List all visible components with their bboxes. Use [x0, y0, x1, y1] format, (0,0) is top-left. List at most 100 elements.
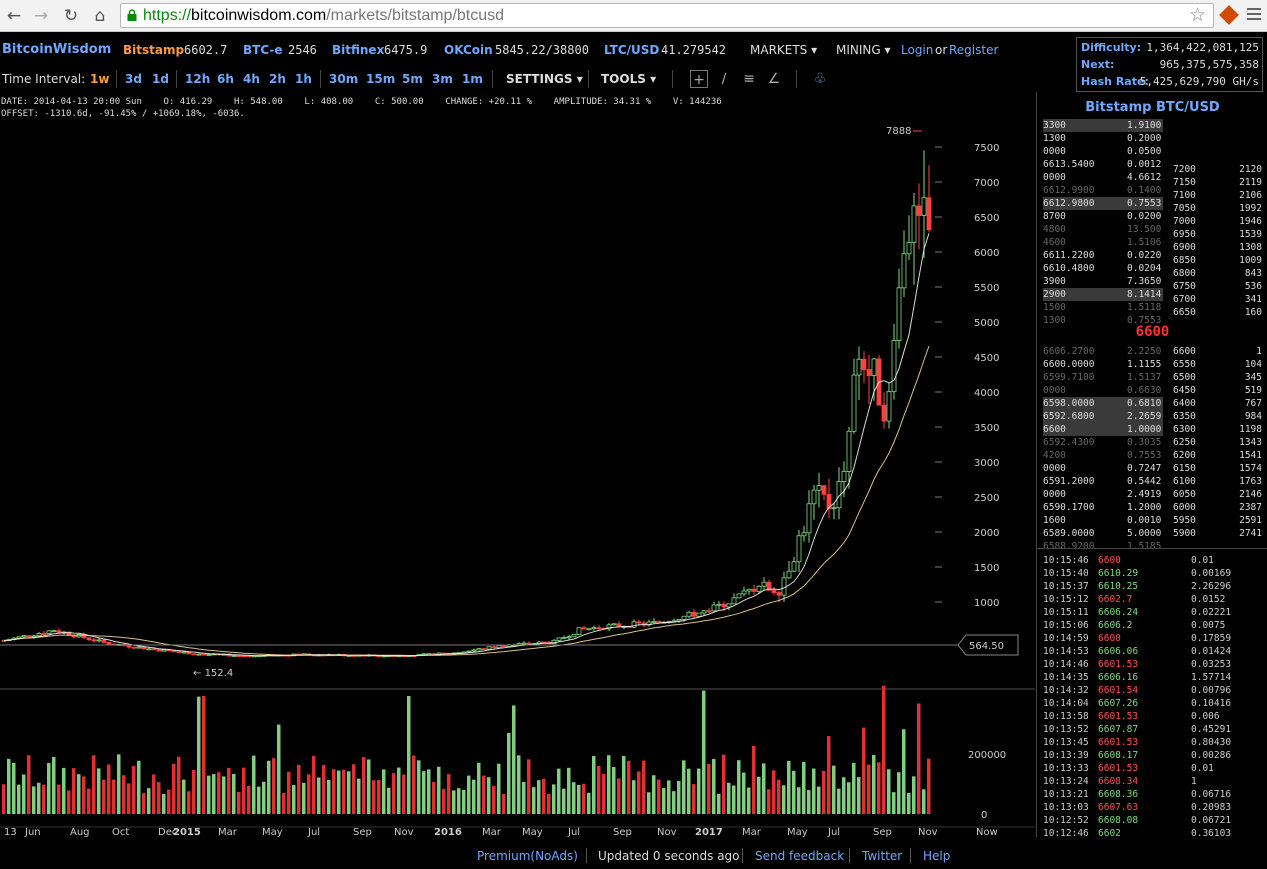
- depth-row[interactable]: 6700 341: [1173, 293, 1262, 306]
- interval-2h[interactable]: 2h: [269, 72, 286, 86]
- depth-row[interactable]: 6100 1763: [1173, 475, 1262, 488]
- depth-row[interactable]: 6600 1: [1173, 345, 1262, 358]
- orderbook-row[interactable]: 0000 0.0500: [1043, 145, 1163, 158]
- depth-row[interactable]: 7150 2119: [1173, 176, 1262, 189]
- register-link[interactable]: Register: [949, 43, 999, 57]
- depth-row[interactable]: 6150 1574: [1173, 462, 1262, 475]
- interval-1m[interactable]: 1m: [462, 72, 483, 86]
- orderbook-row[interactable]: 6606.2700 2.2250: [1043, 345, 1163, 358]
- market-bitfinex[interactable]: Bitfinex: [332, 43, 385, 57]
- orderbook-row[interactable]: 6613.5400 0.0012: [1043, 158, 1163, 171]
- market-bitstamp[interactable]: Bitstamp: [123, 43, 185, 57]
- orderbook-row[interactable]: 6591.2000 0.5442: [1043, 475, 1163, 488]
- depth-row[interactable]: 6400 767: [1173, 397, 1262, 410]
- depth-row[interactable]: 6900 1308: [1173, 241, 1262, 254]
- extension-icon[interactable]: [1219, 5, 1239, 25]
- browser-menu-icon[interactable]: [1247, 8, 1261, 23]
- orderbook-row[interactable]: 0000 2.4919: [1043, 488, 1163, 501]
- forward-icon[interactable]: →: [33, 6, 49, 26]
- back-icon[interactable]: ←: [6, 6, 22, 26]
- interval-1w[interactable]: 1w: [90, 72, 110, 86]
- orderbook-row[interactable]: 1600 0.0010: [1043, 514, 1163, 527]
- orderbook-row[interactable]: 0000 0.6630: [1043, 384, 1163, 397]
- line-tool-icon[interactable]: ∕: [721, 71, 727, 87]
- premium-link[interactable]: Premium(NoAds): [477, 849, 578, 863]
- orderbook-row[interactable]: 6600 1.0000: [1043, 423, 1163, 436]
- price-chart[interactable]: 1000 1500 2000 2500 3000 3500 4000 4500 5000 5500…: [0, 92, 1035, 838]
- login-link[interactable]: Login: [901, 43, 934, 57]
- depth-row[interactable]: 6650 160: [1173, 306, 1262, 319]
- depth-row[interactable]: 7050 1992: [1173, 202, 1262, 215]
- orderbook-row[interactable]: 6599.7100 1.5137: [1043, 371, 1163, 384]
- orderbook-row[interactable]: 6611.2200 0.0220: [1043, 249, 1163, 262]
- depth-row[interactable]: 6500 345: [1173, 371, 1262, 384]
- interval-4h[interactable]: 4h: [243, 72, 260, 86]
- orderbook-row[interactable]: 1300 0.2000: [1043, 132, 1163, 145]
- depth-row[interactable]: 6350 984: [1173, 410, 1262, 423]
- depth-row[interactable]: 6000 2387: [1173, 501, 1262, 514]
- interval-6h[interactable]: 6h: [217, 72, 234, 86]
- orderbook-row[interactable]: 6600.0000 1.1155: [1043, 358, 1163, 371]
- site-logo[interactable]: BitcoinWisdom: [2, 42, 112, 57]
- market-okcoin[interactable]: OKCoin: [444, 43, 493, 57]
- twitter-link[interactable]: Twitter: [862, 849, 903, 863]
- orderbook-row[interactable]: 8700 0.0200: [1043, 210, 1163, 223]
- orderbook-row[interactable]: 2900 8.1414: [1043, 288, 1163, 301]
- depth-row[interactable]: 6450 519: [1173, 384, 1262, 397]
- orderbook-row[interactable]: 0000 0.7247: [1043, 462, 1163, 475]
- horizontal-lines-tool-icon[interactable]: ≡: [743, 71, 755, 87]
- mining-menu[interactable]: MINING ▾: [836, 43, 891, 57]
- markets-menu[interactable]: MARKETS ▾: [750, 43, 817, 57]
- crosshair-tool-icon[interactable]: +: [690, 70, 708, 88]
- depth-row[interactable]: 6050 2146: [1173, 488, 1262, 501]
- depth-row[interactable]: 5950 2591: [1173, 514, 1262, 527]
- orderbook-row[interactable]: 4800 13.500: [1043, 223, 1163, 236]
- market-ltcusd[interactable]: LTC/USD: [604, 43, 660, 57]
- address-bar[interactable]: https://bitcoinwisdom.com/markets/bitsta…: [120, 3, 1214, 28]
- depth-row[interactable]: 7000 1946: [1173, 215, 1262, 228]
- fibonacci-tool-icon[interactable]: ∠: [767, 71, 781, 87]
- depth-row[interactable]: 6850 1009: [1173, 254, 1262, 267]
- feedback-link[interactable]: Send feedback: [755, 849, 845, 863]
- orderbook-row[interactable]: 1300 0.7553: [1043, 314, 1163, 327]
- interval-15m[interactable]: 15m: [366, 72, 396, 86]
- depth-row[interactable]: 6950 1539: [1173, 228, 1262, 241]
- depth-row[interactable]: 6800 843: [1173, 267, 1262, 280]
- reload-icon[interactable]: ↻: [63, 6, 79, 26]
- depth-row[interactable]: 7100 2106: [1173, 189, 1262, 202]
- depth-row[interactable]: 6250 1343: [1173, 436, 1262, 449]
- depth-row[interactable]: 7200 2120: [1173, 163, 1262, 176]
- orderbook-row[interactable]: 6612.9800 0.7553: [1043, 197, 1163, 210]
- interval-3d[interactable]: 3d: [125, 72, 142, 86]
- orderbook-row[interactable]: 6590.1700 1.2000: [1043, 501, 1163, 514]
- orderbook-row[interactable]: 6592.6800 2.2659: [1043, 410, 1163, 423]
- interval-30m[interactable]: 30m: [329, 72, 359, 86]
- orderbook-row[interactable]: 6589.0000 5.0000: [1043, 527, 1163, 540]
- orderbook-row[interactable]: 6592.4300 0.3035: [1043, 436, 1163, 449]
- interval-5m[interactable]: 5m: [402, 72, 423, 86]
- orderbook-row[interactable]: 4200 0.7553: [1043, 449, 1163, 462]
- market-btce[interactable]: BTC-e: [243, 43, 283, 57]
- orderbook-row[interactable]: 6612.9900 0.1400: [1043, 184, 1163, 197]
- depth-row[interactable]: 6750 536: [1173, 280, 1262, 293]
- help-link[interactable]: Help: [923, 849, 951, 863]
- interval-1d[interactable]: 1d: [152, 72, 169, 86]
- bell-icon[interactable]: ♧: [813, 71, 827, 87]
- orderbook-row[interactable]: 6598.0000 0.6810: [1043, 397, 1163, 410]
- depth-row[interactable]: 6200 1541: [1173, 449, 1262, 462]
- orderbook-row[interactable]: 6588.9200 1.5185: [1043, 540, 1163, 553]
- interval-12h[interactable]: 12h: [185, 72, 211, 86]
- orderbook-row[interactable]: 1500 1.5118: [1043, 301, 1163, 314]
- depth-row[interactable]: 6550 104: [1173, 358, 1262, 371]
- orderbook-row[interactable]: 4600 1.5106: [1043, 236, 1163, 249]
- interval-1h[interactable]: 1h: [295, 72, 312, 86]
- orderbook-row[interactable]: 3300 1.9100: [1043, 119, 1163, 132]
- home-icon[interactable]: ⌂: [94, 6, 106, 26]
- interval-3m[interactable]: 3m: [432, 72, 453, 86]
- tools-menu[interactable]: TOOLS ▾: [601, 72, 656, 86]
- orderbook-row[interactable]: 3900 7.3650: [1043, 275, 1163, 288]
- bookmark-star-icon[interactable]: ☆: [1189, 4, 1207, 26]
- orderbook-row[interactable]: 0000 4.6612: [1043, 171, 1163, 184]
- depth-row[interactable]: 6300 1198: [1173, 423, 1262, 436]
- orderbook-row[interactable]: 6610.4800 0.0204: [1043, 262, 1163, 275]
